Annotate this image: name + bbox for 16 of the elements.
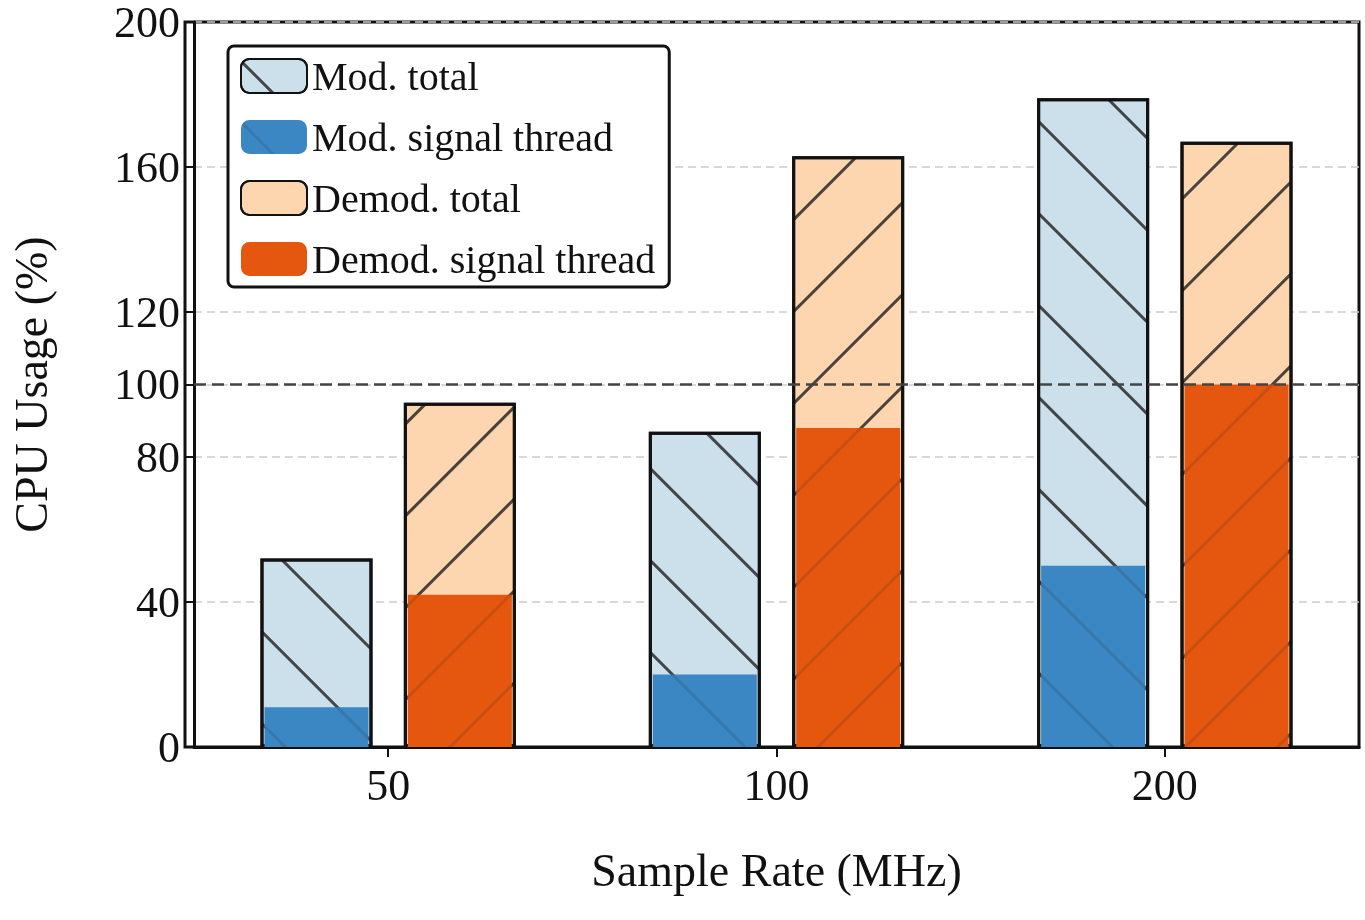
legend-label: Mod. signal thread xyxy=(312,114,614,160)
y-tick-label: 80 xyxy=(136,432,180,482)
y-tick-label: 100 xyxy=(114,360,180,409)
y-tick-label: 0 xyxy=(158,722,180,772)
y-tick-label: 160 xyxy=(114,142,180,192)
legend-label: Mod. total xyxy=(312,53,479,99)
x-tick-label: 50 xyxy=(366,760,411,810)
legend-label: Demod. total xyxy=(312,175,521,221)
x-axis-title: Sample Rate (MHz) xyxy=(591,844,962,896)
legend-label: Demod. signal thread xyxy=(312,236,656,282)
y-tick-label: 40 xyxy=(136,577,180,627)
y-tick-label: 200 xyxy=(114,0,180,47)
y-axis-title: CPU Usage (%) xyxy=(5,236,57,533)
y-tick-label: 120 xyxy=(114,287,180,337)
x-tick-label: 200 xyxy=(1131,760,1198,810)
x-tick-label: 100 xyxy=(743,760,810,810)
